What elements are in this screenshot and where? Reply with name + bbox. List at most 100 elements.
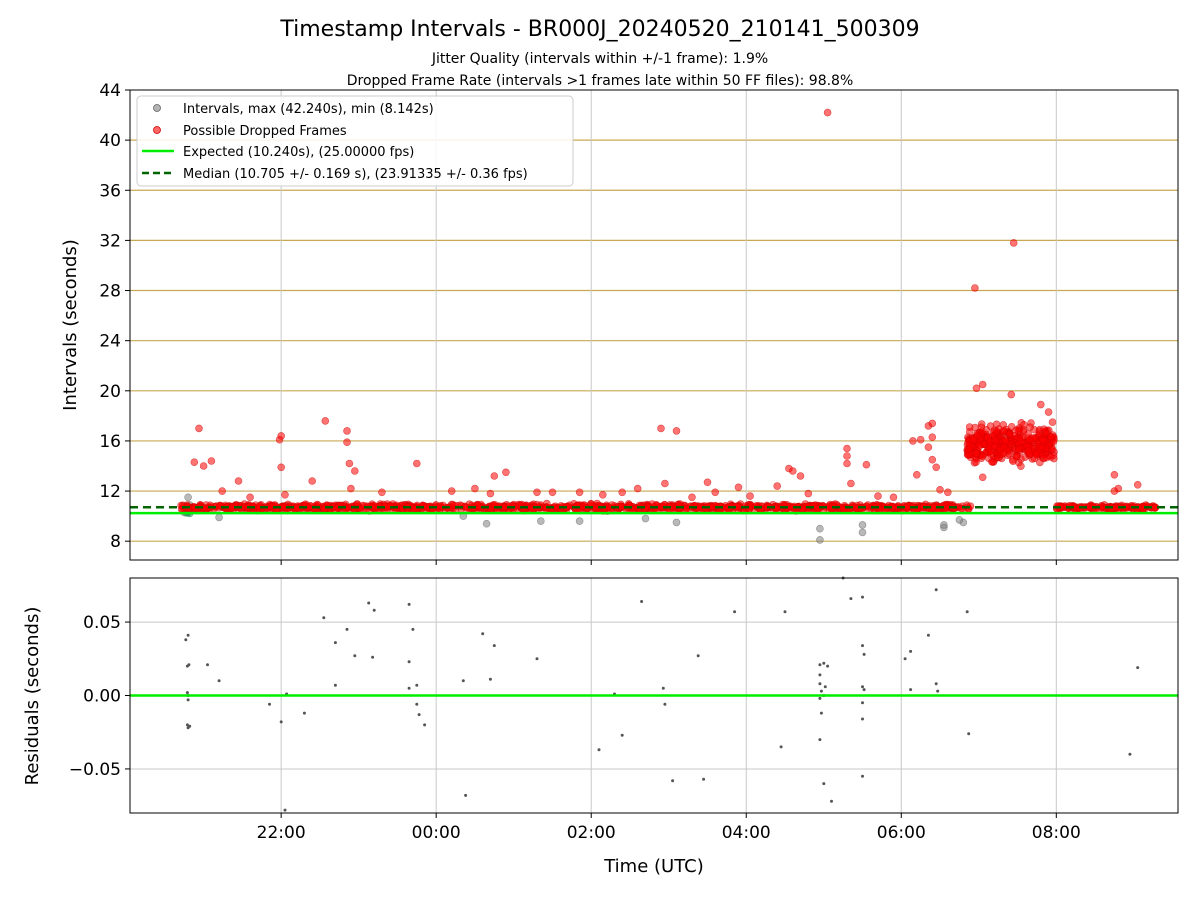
interval-point-gray: [215, 513, 223, 522]
residual-point: [302, 711, 306, 715]
residuals-panel: −0.05 0.00 0.05 22:00 00:00 02:00 04:00 06:00 0…: [22, 576, 1179, 877]
interval-point-red: [796, 472, 805, 480]
residual-point: [861, 644, 864, 648]
interval-point-red: [190, 458, 199, 467]
residual-point: [185, 723, 189, 727]
legend-red-marker: [153, 126, 161, 134]
intervals-y-axis: 8 12 16 20 24 28 32 36 40 44: [99, 81, 130, 552]
interval-point-gray: [672, 518, 681, 527]
interval-point-red: [924, 443, 933, 452]
residual-point: [423, 723, 427, 727]
interval-point-red: [1014, 426, 1023, 435]
residual-point: [818, 738, 822, 742]
intervals-y-tick-label: 24: [99, 332, 121, 352]
residual-point: [186, 633, 190, 637]
interval-point-red: [916, 435, 925, 444]
residual-point: [415, 683, 419, 687]
residual-point: [411, 627, 415, 631]
interval-point-red: [1007, 422, 1016, 431]
interval-point-red: [843, 444, 851, 453]
x-tick-label: 04:00: [722, 823, 771, 843]
interval-point-gray: [816, 524, 824, 533]
interval-point-red: [661, 479, 669, 488]
interval-point-red: [343, 438, 351, 447]
interval-point-red: [847, 479, 855, 488]
interval-point-red: [928, 455, 937, 464]
intervals-reference-lines: [130, 506, 1178, 515]
chart-title: Timestamp Intervals - BR000J_20240520_21…: [279, 17, 919, 42]
intervals-y-tick-label: 8: [110, 532, 121, 552]
interval-point-red: [936, 485, 944, 494]
interval-point-red: [1012, 452, 1021, 461]
interval-point-red: [972, 384, 981, 393]
x-tick-label: 22:00: [257, 823, 306, 843]
intervals-y-tick-label: 44: [99, 81, 121, 101]
interval-point-red: [347, 484, 355, 493]
interval-point-gray: [575, 517, 584, 525]
interval-point-gray: [816, 536, 824, 544]
interval-point-red: [992, 427, 1001, 436]
residual-point: [696, 654, 700, 658]
residual-point: [407, 660, 411, 664]
interval-point-red: [703, 478, 712, 487]
interval-point-gray: [858, 521, 867, 529]
interval-point-red: [928, 419, 937, 428]
x-tick-label: 00:00: [412, 823, 461, 843]
interval-point-red: [1036, 458, 1044, 467]
interval-point-red: [711, 488, 720, 497]
residual-point: [322, 616, 326, 620]
intervals-y-tick-label: 36: [99, 181, 121, 201]
interval-point-gray: [858, 528, 867, 537]
residual-point: [849, 597, 853, 601]
residual-point: [909, 649, 913, 653]
interval-point-red: [843, 452, 851, 460]
interval-point-red: [1000, 427, 1008, 435]
residual-point: [926, 633, 930, 637]
interval-point-red: [746, 492, 754, 500]
residual-point: [187, 663, 191, 667]
residual-point: [535, 657, 539, 661]
interval-point-red: [1009, 239, 1018, 247]
intervals-y-tick-label: 28: [99, 282, 121, 302]
interval-point-red: [343, 427, 351, 435]
residual-point: [488, 677, 492, 681]
interval-point-red: [1017, 437, 1025, 446]
interval-point-red: [1133, 480, 1142, 489]
residual-point: [333, 683, 337, 687]
residual-point: [415, 702, 419, 706]
residual-point: [818, 682, 822, 686]
interval-point-red: [965, 423, 974, 431]
interval-point-red: [598, 490, 607, 499]
residual-point: [965, 610, 969, 614]
interval-point-red: [978, 380, 987, 389]
interval-point-red: [502, 468, 510, 477]
interval-point-red: [218, 487, 226, 495]
residual-point: [407, 686, 411, 690]
residual-point: [1128, 752, 1132, 756]
intervals-plot-frame: [129, 89, 1179, 561]
interval-point-red: [978, 473, 987, 482]
residual-point: [345, 627, 349, 631]
interval-point-red: [548, 488, 557, 497]
interval-point-red: [277, 463, 286, 472]
residual-point: [371, 655, 375, 659]
legend-label-dropped: Possible Dropped Frames: [183, 124, 347, 139]
residual-point: [862, 652, 866, 656]
legend-box: [136, 95, 574, 187]
residual-point: [481, 632, 485, 636]
interval-point-red: [928, 433, 937, 442]
legend-label-expected: Expected (10.240s), (25.00000 fps): [183, 145, 414, 160]
interval-point-red: [672, 427, 681, 435]
interval-point-red: [688, 493, 696, 502]
interval-point-red: [350, 467, 359, 475]
interval-point-red: [825, 502, 834, 510]
interval-point-red: [1047, 433, 1055, 441]
interval-point-red: [1048, 445, 1057, 454]
interval-point-red: [1048, 418, 1057, 427]
interval-point-red: [988, 457, 996, 466]
interval-point-red: [234, 477, 243, 485]
intervals-y-tick-label: 20: [99, 382, 121, 402]
interval-point-red: [246, 493, 254, 502]
